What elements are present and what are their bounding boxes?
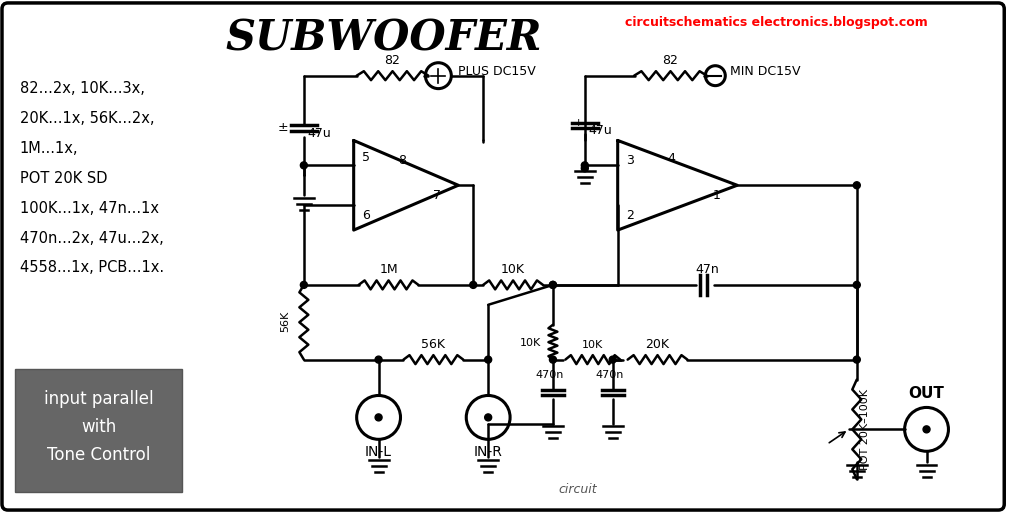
Text: 470n: 470n [594,370,624,379]
Circle shape [922,426,929,433]
Text: 10K: 10K [520,338,541,347]
Text: circuitschematics electronics.blogspot.com: circuitschematics electronics.blogspot.c… [624,16,926,29]
Text: 47n: 47n [695,263,719,276]
Text: 8: 8 [398,154,406,167]
Text: SUBWOOFER: SUBWOOFER [225,18,541,60]
Text: 56K: 56K [280,311,289,333]
Text: OUT: OUT [908,387,943,401]
Text: MIN DC15V: MIN DC15V [730,65,800,78]
Text: IN-R: IN-R [473,445,502,460]
Text: +: + [573,118,582,127]
Text: 4558...1x, PCB...1x.: 4558...1x, PCB...1x. [20,261,164,276]
Text: 1M...1x,: 1M...1x, [20,141,78,156]
Circle shape [609,356,616,363]
Circle shape [580,162,587,169]
Circle shape [580,165,587,172]
Circle shape [375,356,382,363]
Text: 1M: 1M [379,263,397,276]
Text: POT 20K–100K: POT 20K–100K [859,389,868,470]
FancyBboxPatch shape [15,369,182,492]
Text: PLUS DC15V: PLUS DC15V [458,65,536,78]
Text: 82: 82 [662,54,677,67]
Text: 82...2x, 10K...3x,: 82...2x, 10K...3x, [20,81,145,96]
Text: 56K: 56K [421,338,445,351]
Circle shape [469,281,476,288]
Circle shape [484,356,491,363]
Text: 100K...1x, 47n...1x: 100K...1x, 47n...1x [20,200,159,216]
Text: 20K...1x, 56K...2x,: 20K...1x, 56K...2x, [20,111,155,126]
Text: 1: 1 [712,189,720,201]
Circle shape [375,414,382,421]
Text: 47u: 47u [588,124,612,137]
Text: POT 20K SD: POT 20K SD [20,171,107,186]
Text: 10K: 10K [500,263,525,276]
Text: Tone Control: Tone Control [47,446,151,464]
Text: 470n: 470n [535,370,563,379]
Text: 82: 82 [384,54,400,67]
Text: 4: 4 [667,152,674,165]
FancyBboxPatch shape [2,3,1003,510]
Circle shape [549,281,556,288]
Text: IN-L: IN-L [365,445,391,460]
Circle shape [549,281,556,288]
Text: 7: 7 [433,189,441,201]
Circle shape [300,162,307,169]
Text: 47u: 47u [307,127,332,140]
Text: 10K: 10K [581,340,603,350]
Circle shape [300,281,307,288]
Text: circuit: circuit [558,483,596,495]
Text: 470n...2x, 47u...2x,: 470n...2x, 47u...2x, [20,231,164,246]
Text: 20K: 20K [645,338,669,351]
Text: 3: 3 [625,154,633,167]
Text: with: with [81,418,116,436]
Text: input parallel: input parallel [43,391,154,409]
Text: 6: 6 [361,209,369,222]
Circle shape [852,281,859,288]
Circle shape [484,414,491,421]
Text: 5: 5 [361,151,369,164]
Circle shape [852,356,859,363]
Text: ±: ± [277,121,288,134]
Circle shape [852,182,859,189]
Circle shape [549,356,556,363]
Text: 2: 2 [625,209,633,222]
